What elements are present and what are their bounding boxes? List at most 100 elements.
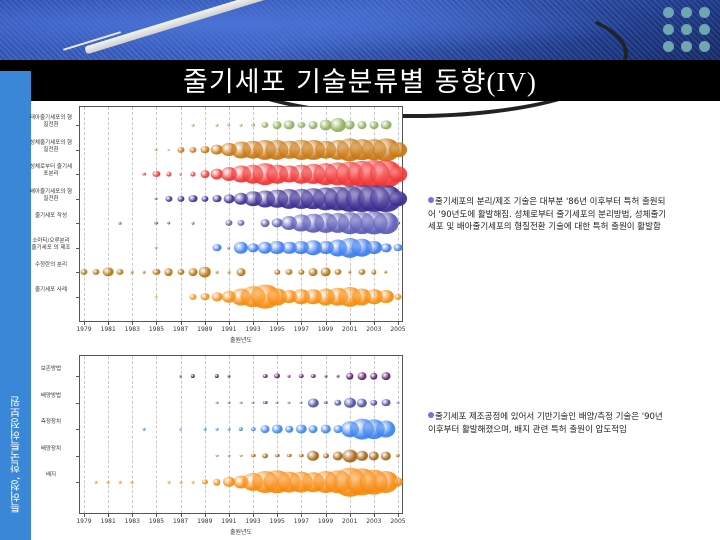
x-tick-label: 1995 — [269, 326, 285, 333]
data-bubble — [198, 266, 211, 278]
data-bubble — [215, 454, 219, 457]
data-bubble — [179, 480, 183, 484]
x-tick — [132, 321, 134, 325]
data-bubble — [190, 171, 196, 177]
data-bubble — [358, 268, 366, 276]
data-bubble — [222, 476, 235, 488]
x-axis-title: 출원년도 — [229, 529, 253, 536]
data-bubble — [357, 121, 367, 129]
x-tick-label: 1989 — [197, 326, 213, 333]
gridline — [156, 356, 158, 513]
header-banner-image — [0, 0, 720, 118]
data-bubble — [130, 480, 134, 484]
x-tick — [84, 321, 85, 325]
data-bubble — [377, 289, 394, 304]
data-bubble — [384, 270, 388, 274]
data-bubble — [189, 146, 197, 153]
data-bubble — [200, 170, 210, 178]
data-bubble — [307, 450, 320, 461]
slide-title-korean: 줄기세포 기술분류별 동향 — [183, 67, 487, 98]
x-tick — [253, 513, 255, 517]
data-bubble — [271, 218, 283, 228]
gridline — [277, 107, 279, 321]
x-tick-label: 1979 — [76, 326, 92, 333]
y-tick — [76, 247, 80, 249]
x-tick-label: 1987 — [172, 326, 189, 333]
bullet-icon — [428, 197, 434, 203]
x-tick-label: 1999 — [317, 518, 334, 525]
data-bubble — [297, 121, 305, 129]
decorative-dots-icon — [663, 7, 711, 52]
x-tick — [156, 321, 158, 325]
data-bubble — [155, 148, 158, 151]
data-bubble — [355, 450, 368, 461]
data-bubble — [369, 121, 379, 129]
data-bubble — [94, 480, 98, 484]
data-bubble — [212, 243, 222, 252]
y-category-label: 태아줄기세포의 형질전환 — [29, 115, 73, 128]
annotation-text: 줄기세포의 분리/제조 기술은 대부분 '86년 이후부터 특허 출원되어 '9… — [428, 197, 667, 232]
data-bubble — [188, 268, 198, 276]
data-bubble — [299, 453, 304, 458]
data-bubble — [389, 141, 407, 158]
data-bubble — [239, 123, 243, 127]
data-bubble — [238, 427, 244, 431]
gridline — [156, 107, 158, 321]
data-bubble — [130, 270, 134, 274]
data-bubble — [380, 450, 392, 461]
y-tick — [76, 174, 80, 175]
side-accent-strip — [0, 71, 31, 540]
data-bubble — [380, 242, 392, 253]
x-tick-label: 2003 — [366, 326, 382, 333]
data-bubble — [142, 270, 146, 274]
gridline — [398, 107, 399, 321]
data-bubble — [389, 190, 407, 207]
data-bubble — [177, 195, 185, 202]
data-bubble — [283, 120, 295, 130]
data-bubble — [166, 221, 171, 225]
gridline — [277, 356, 279, 513]
x-tick-label: 1985 — [148, 326, 165, 333]
data-bubble — [165, 171, 172, 177]
data-bubble — [233, 241, 249, 254]
data-bubble — [152, 170, 161, 178]
y-category-label: 배양방법 — [40, 392, 62, 399]
x-tick-label: 2001 — [342, 326, 358, 333]
data-bubble — [298, 269, 305, 275]
y-tick — [76, 376, 80, 377]
slide-title-roman: (IV) — [486, 67, 537, 97]
x-tick-label: 1983 — [124, 518, 140, 525]
data-bubble — [365, 240, 382, 255]
data-bubble — [373, 212, 399, 234]
data-bubble — [394, 293, 402, 300]
x-tick-label: 1989 — [197, 518, 213, 525]
data-bubble — [308, 425, 318, 433]
source-credit: 특허청, 한국특허정보원 — [9, 396, 22, 514]
data-bubble — [177, 146, 185, 153]
data-bubble — [177, 268, 185, 276]
y-category-label: 줄기세포 사례 — [34, 286, 68, 293]
data-bubble — [179, 172, 183, 176]
data-bubble — [154, 221, 159, 225]
data-bubble — [227, 401, 231, 404]
data-bubble — [215, 427, 219, 431]
x-tick-label: 1991 — [221, 518, 237, 525]
gridline — [132, 356, 134, 513]
data-bubble — [274, 453, 280, 458]
data-bubble — [260, 425, 270, 433]
x-tick — [373, 321, 375, 325]
data-bubble — [380, 120, 392, 130]
data-bubble — [347, 270, 352, 274]
data-bubble — [311, 374, 316, 378]
data-bubble — [370, 372, 378, 380]
y-tick — [76, 429, 80, 430]
data-bubble — [271, 424, 283, 434]
data-bubble — [287, 374, 291, 378]
data-bubble — [152, 268, 161, 276]
x-tick — [325, 513, 327, 517]
x-tick — [84, 513, 85, 517]
x-tick-label: 2005 — [390, 518, 406, 525]
gridline — [204, 107, 206, 321]
data-bubble — [393, 243, 403, 252]
x-tick-label: 1991 — [221, 326, 237, 333]
